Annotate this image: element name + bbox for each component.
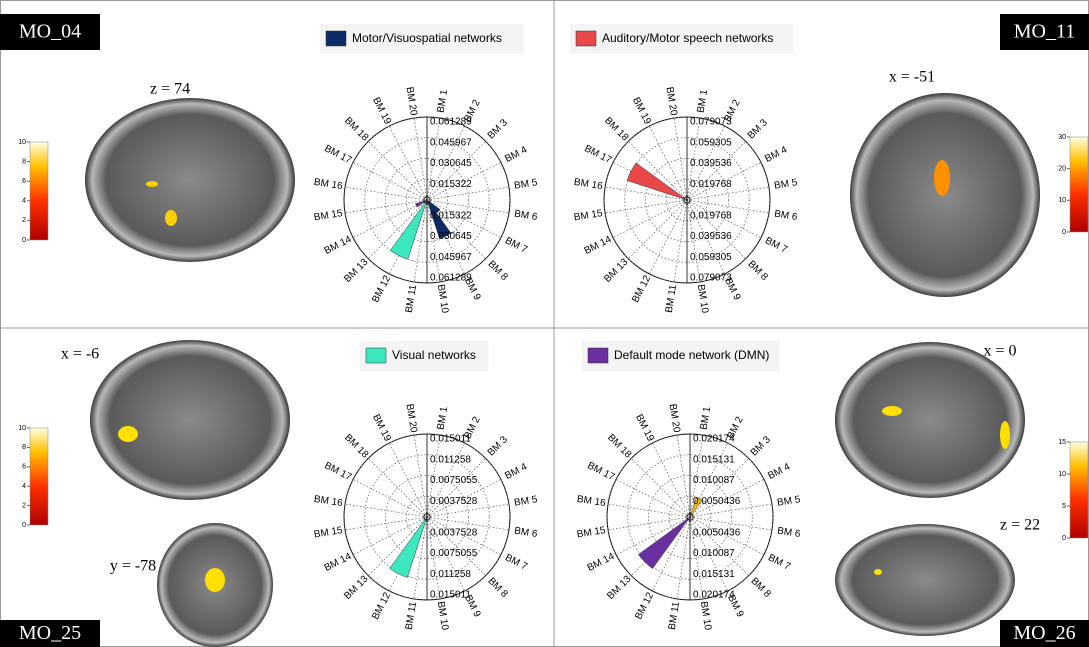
colorbar-tick-label: 8	[22, 444, 26, 451]
colorbar-tick-label: 6	[22, 464, 26, 471]
panel-label: MO_26	[1013, 622, 1075, 644]
r-tick-label: 0.0075055	[430, 548, 478, 559]
panel-label: MO_04	[19, 21, 81, 43]
colorbar-tick-label: 2	[22, 217, 26, 224]
r-tick-label: 0.0037528	[430, 527, 478, 538]
slice-label: x = 0	[983, 343, 1016, 360]
activation	[874, 569, 882, 575]
legend-swatch	[588, 348, 608, 363]
r-tick-label: 0.011258	[430, 454, 471, 465]
slice-label: y = -78	[110, 558, 156, 575]
activation	[1000, 421, 1010, 449]
colorbar-tick-label: 4	[22, 198, 26, 205]
legend-label: Default mode network (DMN)	[614, 348, 769, 362]
colorbar	[1070, 442, 1088, 538]
r-tick-label: 0.015131	[693, 454, 735, 465]
r-tick-label: 0.0075055	[430, 475, 478, 486]
colorbar	[1070, 137, 1088, 232]
brain-slice	[850, 93, 1040, 297]
legend-swatch	[366, 348, 386, 363]
activation	[118, 426, 138, 442]
r-tick-label: 0.061289	[430, 273, 472, 284]
r-tick-label: 0.019768	[690, 179, 732, 190]
r-tick-label: 0.030645	[430, 231, 472, 242]
activation	[146, 181, 158, 187]
legend-swatch	[576, 31, 596, 46]
r-tick-label: 0.0050436	[693, 527, 741, 538]
colorbar-tick-label: 0	[1062, 229, 1066, 236]
slice-label: x = -6	[61, 346, 99, 363]
colorbar-tick-label: 4	[22, 483, 26, 490]
r-tick-label: 0.059305	[690, 252, 732, 263]
panel-label: MO_25	[19, 622, 81, 644]
r-tick-label: 0.0050436	[693, 496, 741, 507]
legend-label: Visual networks	[392, 348, 476, 362]
r-tick-label: 0.015322	[430, 210, 472, 221]
colorbar-tick-label: 8	[22, 158, 26, 165]
activation	[205, 568, 225, 592]
figure: MO_04z = 740246810MO_11x = -510102030MO_…	[0, 0, 1089, 647]
legend-label: Motor/Visuospatial networks	[352, 31, 502, 45]
colorbar	[30, 428, 48, 525]
r-tick-label: 0.045967	[430, 252, 472, 263]
colorbar-tick-label: 10	[18, 139, 26, 146]
colorbar-tick-label: 20	[1058, 166, 1066, 173]
colorbar-tick-label: 2	[22, 502, 26, 509]
colorbar-tick-label: 0	[22, 522, 26, 529]
r-tick-label: 0.015131	[693, 569, 735, 580]
slice-label: x = -51	[889, 69, 935, 86]
colorbar-tick-label: 5	[1062, 503, 1066, 510]
r-tick-label: 0.030645	[430, 158, 472, 169]
r-tick-label: 0.019768	[690, 210, 732, 221]
activation	[934, 160, 950, 196]
r-tick-label: 0.020174	[693, 590, 735, 601]
r-tick-label: 0.010087	[693, 548, 735, 559]
slice-label: z = 22	[1000, 517, 1040, 534]
colorbar-tick-label: 0	[1062, 535, 1066, 542]
r-tick-label: 0.015011	[430, 590, 471, 601]
legend-label: Auditory/Motor speech networks	[602, 31, 773, 45]
r-tick-label: 0.015011	[430, 434, 471, 445]
legend-swatch	[326, 31, 346, 46]
colorbar-tick-label: 10	[1058, 197, 1066, 204]
activation	[165, 210, 177, 226]
r-tick-label: 0.061289	[430, 117, 472, 128]
r-tick-label: 0.039536	[690, 231, 732, 242]
colorbar-tick-label: 15	[1058, 439, 1066, 446]
r-tick-label: 0.079073	[690, 273, 732, 284]
panel-label: MO_11	[1014, 21, 1075, 43]
colorbar-tick-label: 10	[1058, 471, 1066, 478]
r-tick-label: 0.045967	[430, 137, 472, 148]
brain-slice	[835, 524, 1015, 636]
colorbar-tick-label: 30	[1058, 134, 1066, 141]
r-tick-label: 0.079073	[690, 117, 732, 128]
r-tick-label: 0.015322	[430, 179, 472, 190]
brain-slice	[835, 342, 1025, 498]
brain-slice	[85, 98, 295, 262]
colorbar-tick-label: 6	[22, 178, 26, 185]
slice-label: z = 74	[150, 81, 190, 98]
colorbar	[30, 142, 48, 240]
r-tick-label: 0.059305	[690, 137, 732, 148]
r-tick-label: 0.010087	[693, 475, 735, 486]
r-tick-label: 0.039536	[690, 158, 732, 169]
r-tick-label: 0.020174	[693, 434, 735, 445]
r-tick-label: 0.011258	[430, 569, 471, 580]
activation	[882, 406, 902, 416]
brain-slice	[90, 340, 290, 500]
r-tick-label: 0.0037528	[430, 496, 478, 507]
colorbar-tick-label: 0	[22, 237, 26, 244]
colorbar-tick-label: 10	[18, 425, 26, 432]
